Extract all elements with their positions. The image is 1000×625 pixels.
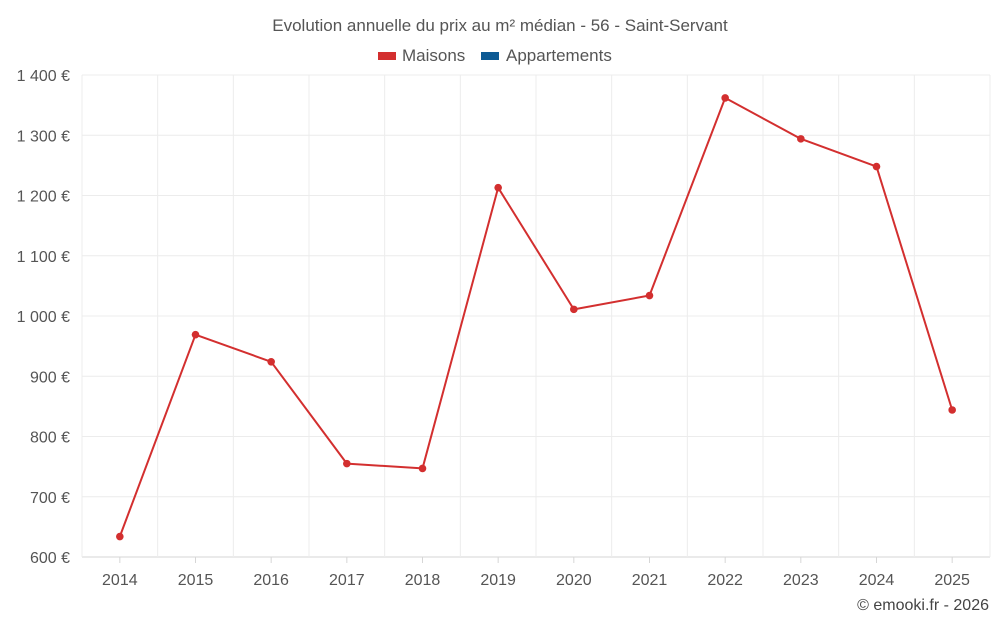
series-line-maisons — [118, 96, 954, 537]
y-tick-label: 1 400 € — [17, 68, 70, 85]
y-tick-label: 1 100 € — [17, 249, 70, 266]
legend: Maisons Appartements — [378, 46, 612, 65]
data-point[interactable] — [494, 183, 502, 192]
x-tick-label: 2020 — [556, 572, 592, 589]
y-tick-label: 800 € — [30, 430, 70, 447]
data-point[interactable] — [797, 135, 805, 143]
y-tick-label: 900 € — [30, 369, 70, 386]
y-tick-label: 1 200 € — [17, 189, 70, 206]
y-tick-label: 600 € — [30, 550, 70, 567]
legend-label-maisons: Maisons — [402, 46, 465, 65]
legend-swatch-appartements — [481, 52, 499, 60]
grid-lines — [81, 74, 991, 558]
x-tick-label: 2019 — [480, 572, 516, 589]
data-point[interactable] — [948, 406, 956, 414]
x-tick-label: 2014 — [102, 572, 138, 589]
x-tick-label: 2021 — [632, 572, 668, 589]
data-point[interactable] — [191, 330, 200, 339]
y-tick-label: 700 € — [30, 490, 70, 507]
legend-item-maisons[interactable]: Maisons — [378, 46, 465, 65]
data-point[interactable] — [645, 291, 654, 300]
x-tick-label: 2024 — [859, 572, 895, 589]
x-tick-label: 2018 — [405, 572, 441, 589]
x-tick-label: 2016 — [253, 572, 289, 589]
legend-item-appartements[interactable]: Appartements — [481, 46, 612, 65]
data-point[interactable] — [418, 464, 427, 473]
data-point[interactable] — [872, 162, 881, 171]
data-point[interactable] — [343, 459, 351, 468]
series-maisons — [116, 94, 956, 541]
x-tick-label: 2022 — [707, 572, 743, 589]
data-point[interactable] — [267, 357, 275, 366]
y-axis-ticks: 600 € 700 € 800 € 900 € 1 000 € 1 100 € 1 200 … — [17, 68, 70, 567]
x-axis-ticks: 2014 2015 2016 2017 2018 2019 2020 2021 2022 2023… — [102, 557, 970, 589]
y-tick-label: 1 000 € — [17, 309, 70, 326]
x-tick-label: 2017 — [329, 572, 365, 589]
data-point[interactable] — [116, 532, 124, 541]
x-tick-label: 2025 — [934, 572, 970, 589]
x-tick-label: 2023 — [783, 572, 819, 589]
y-tick-label: 1 300 € — [17, 128, 70, 145]
chart-title: Evolution annuelle du prix au m² médian … — [272, 16, 728, 35]
legend-label-appartements: Appartements — [506, 46, 612, 65]
legend-swatch-maisons — [378, 52, 396, 60]
credit-text: © emooki.fr - 2026 — [857, 597, 989, 614]
data-point[interactable] — [721, 94, 729, 102]
data-point[interactable] — [570, 305, 578, 314]
x-tick-label: 2015 — [178, 572, 214, 589]
